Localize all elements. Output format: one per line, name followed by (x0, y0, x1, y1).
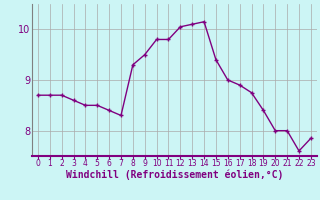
X-axis label: Windchill (Refroidissement éolien,°C): Windchill (Refroidissement éolien,°C) (66, 169, 283, 180)
